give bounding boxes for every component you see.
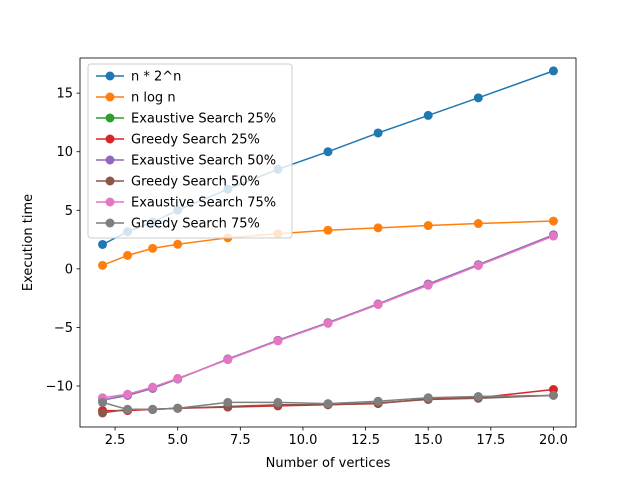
legend-entry: Exaustive Search 25% bbox=[96, 112, 276, 127]
x-tick-label: 12.5 bbox=[351, 433, 380, 448]
legend-label: Greedy Search 50% bbox=[131, 175, 260, 190]
data-point bbox=[323, 399, 333, 409]
data-point bbox=[173, 373, 183, 383]
x-tick-label: 20.0 bbox=[539, 433, 568, 448]
data-point bbox=[98, 408, 108, 418]
data-point bbox=[148, 382, 158, 392]
legend-marker bbox=[105, 113, 115, 123]
data-point bbox=[548, 66, 558, 76]
x-tick-label: 5.0 bbox=[167, 433, 188, 448]
y-tick-label: −10 bbox=[46, 380, 73, 395]
data-point bbox=[373, 300, 383, 310]
y-tick-label: 10 bbox=[56, 145, 73, 160]
y-axis-label: Execution time bbox=[21, 194, 36, 291]
legend-entry: Exaustive Search 75% bbox=[96, 196, 276, 211]
data-point bbox=[173, 403, 183, 413]
data-point bbox=[548, 231, 558, 241]
legend-entry: Exaustive Search 50% bbox=[96, 154, 276, 169]
data-point bbox=[98, 260, 108, 270]
legend-label: n log n bbox=[131, 91, 176, 106]
x-tick-label: 2.5 bbox=[105, 433, 126, 448]
legend-label: Exaustive Search 75% bbox=[131, 196, 276, 211]
data-point bbox=[323, 225, 333, 235]
data-point bbox=[473, 219, 483, 229]
legend-entry: n * 2^n bbox=[96, 70, 181, 85]
legend-marker bbox=[105, 155, 115, 165]
legend-marker bbox=[105, 218, 115, 228]
data-point bbox=[323, 147, 333, 157]
y-tick-label: 0 bbox=[65, 262, 73, 277]
legend-marker bbox=[105, 176, 115, 186]
y-tick-label: 5 bbox=[65, 204, 73, 219]
data-point bbox=[473, 392, 483, 402]
x-tick-label: 10.0 bbox=[288, 433, 317, 448]
data-point bbox=[123, 404, 133, 414]
legend-marker bbox=[105, 92, 115, 102]
data-point bbox=[273, 397, 283, 407]
data-point bbox=[473, 261, 483, 271]
legend-label: Greedy Search 25% bbox=[131, 133, 260, 148]
data-point bbox=[148, 404, 158, 414]
x-axis: 2.5 5.0 7.5 10.0 12.5 15.0 17.5 20.0 bbox=[105, 427, 568, 448]
series-8 bbox=[98, 390, 558, 414]
data-point bbox=[373, 223, 383, 233]
legend: n * 2^n n log n Exaustive Search 25% Greedy… bbox=[87, 63, 293, 239]
data-point bbox=[98, 397, 108, 407]
data-point bbox=[423, 393, 433, 403]
data-point bbox=[123, 389, 133, 399]
y-axis: −10 −5 0 5 10 15 bbox=[46, 87, 80, 395]
plot-frame bbox=[79, 57, 577, 428]
y-tick-label: 15 bbox=[56, 87, 73, 102]
data-point bbox=[548, 216, 558, 226]
data-point bbox=[273, 336, 283, 346]
x-axis-label: Number of vertices bbox=[266, 456, 391, 471]
data-point bbox=[548, 390, 558, 400]
data-point bbox=[98, 239, 108, 249]
legend-entry: n log n bbox=[96, 91, 176, 106]
legend-label: Exaustive Search 50% bbox=[131, 154, 276, 169]
x-tick-label: 7.5 bbox=[230, 433, 251, 448]
legend-marker bbox=[105, 134, 115, 144]
data-point bbox=[173, 239, 183, 249]
legend-marker bbox=[105, 71, 115, 81]
data-point bbox=[423, 280, 433, 290]
data-point bbox=[423, 221, 433, 231]
data-point bbox=[323, 318, 333, 328]
legend-entry: Greedy Search 50% bbox=[96, 175, 260, 190]
legend-entry: Greedy Search 75% bbox=[96, 217, 260, 232]
x-tick-label: 15.0 bbox=[414, 433, 443, 448]
legend-entry: Greedy Search 25% bbox=[96, 133, 260, 148]
data-point bbox=[373, 396, 383, 406]
data-point bbox=[123, 250, 133, 260]
data-point bbox=[148, 243, 158, 253]
y-tick-label: −5 bbox=[54, 321, 73, 336]
data-point bbox=[423, 110, 433, 120]
legend-label: Greedy Search 75% bbox=[131, 217, 260, 232]
data-point bbox=[373, 128, 383, 138]
legend-label: Exaustive Search 25% bbox=[131, 112, 276, 127]
data-point bbox=[223, 355, 233, 365]
x-tick-label: 17.5 bbox=[476, 433, 505, 448]
legend-marker bbox=[105, 197, 115, 207]
data-point bbox=[223, 397, 233, 407]
legend-label: n * 2^n bbox=[131, 70, 181, 85]
data-point bbox=[473, 93, 483, 103]
series-7 bbox=[98, 231, 558, 403]
legend-box bbox=[87, 63, 293, 239]
